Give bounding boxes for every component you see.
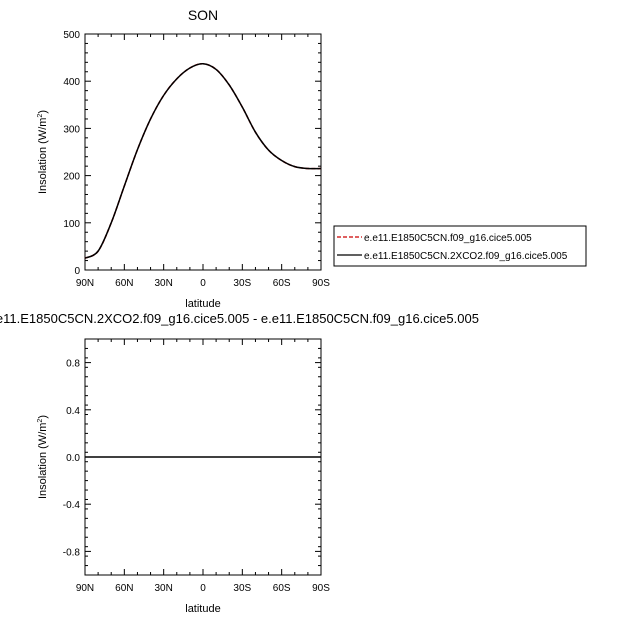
- bottom-xtick-label: 30N: [154, 583, 172, 594]
- top-ytick-label: 400: [63, 77, 80, 88]
- bottom-axis-ticks: 90N 60N 30N 0 30S 60S 90S -0.8 -0.4 0.0 0.4 0.8: [63, 338, 330, 594]
- top-series-line-1: [84, 62, 322, 259]
- top-y-axis-label-text: Insolation (W/m: [37, 118, 49, 194]
- top-xtick-label: 0: [200, 278, 206, 289]
- legend: e.e11.E1850C5CN.f09_g16.cice5.005 e.e11.…: [333, 225, 587, 267]
- top-chart-panel: SON 90N 60N 30N 0 30S 60S 90S0100200300400500 …: [37, 7, 330, 310]
- bottom-y-axis-label-sup: 2: [37, 419, 44, 423]
- legend-label-control: e.e11.E1850C5CN.f09_g16.cice5.005: [364, 233, 532, 244]
- bottom-xtick-label: 60N: [115, 583, 133, 594]
- bottom-y-axis-label-close: ): [37, 415, 49, 419]
- legend-box: [333, 225, 587, 267]
- top-xtick-label: 90N: [76, 278, 94, 289]
- top-axis-ticks: 90N 60N 30N 0 30S 60S 90S 0 100 200 300 400 500: [63, 30, 330, 289]
- bottom-chart-title: e.e11.E1850C5CN.2XCO2.f09_g16.cice5.005 …: [0, 311, 479, 326]
- top-ytick-label: 100: [63, 219, 80, 230]
- bottom-xtick-label: 90S: [312, 583, 330, 594]
- bottom-ytick-label: -0.8: [63, 547, 81, 558]
- top-y-axis-label-close: ): [37, 110, 49, 114]
- bottom-y-axis-label: Insolation (W/m2): [37, 415, 49, 499]
- bottom-xtick-label: 30S: [233, 583, 251, 594]
- top-xtick-label: 30S: [233, 278, 251, 289]
- bottom-xtick-label: 90N: [76, 583, 94, 594]
- top-xtick-label: 30N: [154, 278, 172, 289]
- top-ytick-label: 0: [74, 266, 80, 277]
- top-xtick-label: 90S: [312, 278, 330, 289]
- top-y-axis-label: Insolation (W/m2): [37, 110, 49, 194]
- bottom-ytick-label: 0.0: [66, 453, 80, 464]
- top-y-axis-label-sup: 2: [37, 114, 44, 118]
- top-ytick-label: 300: [63, 124, 80, 135]
- top-series-line-0: [84, 62, 322, 259]
- top-ytick-label: 200: [63, 172, 80, 183]
- top-chart-title: SON: [188, 7, 218, 23]
- top-plot-frame: [84, 33, 322, 271]
- bottom-chart-panel: e.e11.E1850C5CN.2XCO2.f09_g16.cice5.005 …: [0, 311, 479, 615]
- bottom-ytick-label: -0.4: [63, 500, 81, 511]
- bottom-xtick-label: 60S: [273, 583, 291, 594]
- bottom-y-axis-label-text: Insolation (W/m: [37, 423, 49, 499]
- bottom-ytick-label: 0.4: [66, 406, 80, 417]
- bottom-xtick-label: 0: [200, 583, 206, 594]
- top-xtick-label: 60N: [115, 278, 133, 289]
- top-x-axis-label: latitude: [185, 298, 220, 310]
- bottom-x-axis-label: latitude: [185, 603, 220, 615]
- top-series-group: [84, 62, 322, 259]
- bottom-ytick-label: 0.8: [66, 359, 80, 370]
- legend-label-2xco2: e.e11.E1850C5CN.2XCO2.f09_g16.cice5.005: [364, 251, 568, 262]
- top-ytick-label: 500: [63, 30, 80, 41]
- top-xtick-label: 60S: [273, 278, 291, 289]
